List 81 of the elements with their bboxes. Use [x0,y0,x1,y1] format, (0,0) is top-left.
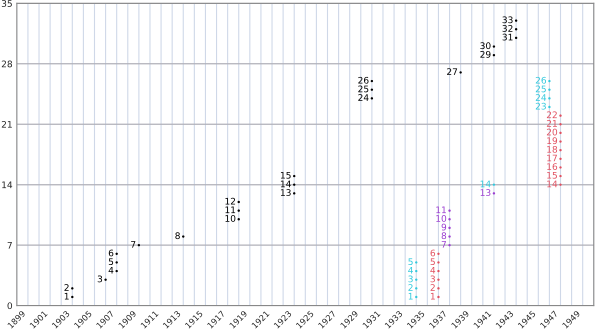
data-label: 27 [447,68,458,75]
data-label: 30 [480,42,491,50]
data-label: 5 [430,258,435,266]
point [115,270,118,272]
point [448,209,451,212]
point [448,226,451,230]
data-label: 16 [547,163,558,170]
data-label: 3 [430,275,435,282]
data-label: 4 [108,266,114,274]
data-label: 8 [442,232,446,240]
data-label: 20 [546,128,558,136]
point [514,36,518,40]
data-label: 32 [502,25,512,32]
data-label: 14 [480,180,491,188]
point [559,148,562,152]
data-label: 26 [536,76,546,84]
data-label: 18 [547,146,558,153]
data-label: 6 [430,250,436,256]
data-label: 29 [480,50,491,58]
point [548,106,551,108]
data-label: 1 [430,292,435,300]
data-label: 10 [225,215,236,222]
point [138,244,140,246]
data-label: 1 [408,292,413,300]
point [559,132,562,134]
point [437,287,440,290]
data-label: 2 [430,284,435,291]
point [492,54,496,56]
data-label: 5 [408,258,413,266]
data-label: 6 [108,250,114,256]
data-label: 22 [546,111,557,118]
y-tick-label: 28 [2,60,12,68]
data-label: 25 [536,85,546,92]
point [514,19,518,22]
data-label: 2 [408,284,413,291]
point [448,244,451,246]
data-label: 4 [430,266,436,274]
data-label: 23 [536,102,546,110]
data-label: 33 [502,16,513,24]
data-label: 11 [225,206,236,214]
data-label: 8 [175,232,180,240]
data-label: 15 [547,172,557,179]
point [370,80,374,82]
point [548,97,551,100]
data-label: 10 [436,215,446,222]
data-label: 31 [502,34,513,41]
data-label: 4 [408,266,413,274]
y-tick-label: 35 [2,0,12,7]
data-label: 7 [131,241,136,248]
y-tick-label: 14 [2,182,12,188]
data-label: 24 [358,94,369,101]
data-label: 13 [480,189,490,196]
data-label: 12 [225,198,236,204]
data-label: 21 [546,120,557,127]
y-tick-label: 21 [2,120,12,128]
data-label: 15 [280,172,291,179]
point [548,80,551,82]
point [459,71,462,74]
data-label: 9 [442,224,446,231]
data-label: 3 [98,275,102,282]
data-label: 14 [280,180,291,188]
data-label: 13 [280,189,291,196]
data-label: 11 [436,206,446,214]
point [115,261,118,264]
data-label: 24 [536,94,546,101]
y-tick-label: 0 [8,302,12,310]
data-label: 19 [547,137,558,144]
data-label: 25 [358,85,368,92]
point [492,192,496,195]
data-label: 2 [64,284,69,291]
y-tick-label: 7 [8,242,12,249]
point [559,114,562,117]
data-label: 7 [442,241,446,248]
point [71,287,74,290]
point [370,97,374,100]
data-label: 5 [108,258,114,266]
data-label: 1 [64,292,69,300]
data-label: 14 [547,180,558,188]
data-label: 3 [408,275,413,282]
data-label: 26 [358,76,369,84]
data-label: 17 [547,154,557,162]
